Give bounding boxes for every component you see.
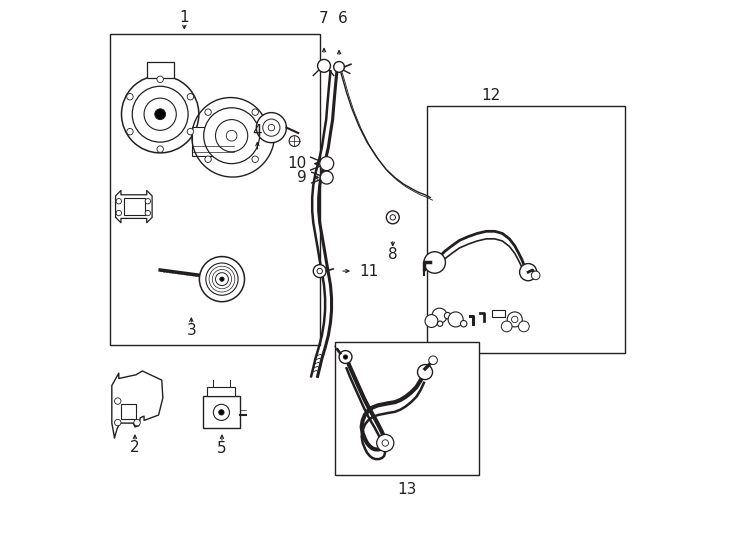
Circle shape [437, 321, 443, 326]
Circle shape [429, 356, 437, 364]
Circle shape [263, 119, 280, 136]
Circle shape [382, 440, 388, 446]
Circle shape [132, 86, 188, 142]
Text: 7: 7 [319, 11, 329, 26]
Bar [147, 62, 174, 78]
Text: 12: 12 [481, 88, 500, 103]
Circle shape [520, 264, 537, 281]
Circle shape [127, 93, 133, 100]
Circle shape [377, 434, 394, 451]
Circle shape [432, 308, 447, 323]
Circle shape [203, 108, 260, 164]
Text: 10: 10 [288, 156, 307, 171]
Circle shape [252, 156, 258, 163]
Bar [335, 342, 479, 475]
Bar [110, 33, 320, 345]
Circle shape [134, 420, 140, 426]
Circle shape [214, 404, 230, 421]
Circle shape [200, 256, 244, 302]
Circle shape [444, 313, 451, 319]
Text: 8: 8 [388, 247, 398, 262]
Text: 4: 4 [252, 124, 262, 139]
Circle shape [320, 157, 334, 171]
Text: 6: 6 [338, 11, 348, 26]
Text: 3: 3 [186, 323, 196, 338]
Circle shape [390, 215, 396, 220]
Text: 13: 13 [397, 482, 416, 497]
Circle shape [216, 119, 248, 152]
Circle shape [116, 199, 122, 204]
Circle shape [157, 76, 164, 83]
Circle shape [448, 312, 463, 327]
Bar [192, 126, 234, 156]
Circle shape [424, 252, 446, 273]
Circle shape [145, 211, 150, 216]
Circle shape [386, 211, 399, 224]
Circle shape [226, 130, 237, 141]
Circle shape [507, 312, 523, 327]
Bar [203, 396, 240, 428]
Bar [492, 310, 504, 318]
Circle shape [155, 109, 166, 119]
Circle shape [289, 136, 300, 146]
Circle shape [344, 355, 348, 359]
Bar [208, 387, 236, 396]
Circle shape [127, 129, 133, 135]
Circle shape [157, 146, 164, 152]
Circle shape [256, 113, 286, 143]
Circle shape [418, 364, 432, 380]
Circle shape [219, 277, 224, 281]
Circle shape [187, 129, 194, 135]
Circle shape [122, 76, 199, 153]
Bar [427, 106, 625, 353]
Circle shape [460, 321, 467, 327]
Text: 9: 9 [297, 170, 307, 185]
Circle shape [531, 271, 540, 280]
Circle shape [268, 124, 275, 131]
Circle shape [115, 398, 121, 404]
Circle shape [334, 62, 344, 72]
Circle shape [219, 410, 224, 415]
Circle shape [116, 211, 122, 216]
Circle shape [205, 109, 211, 116]
Bar [121, 404, 136, 420]
Text: 1: 1 [180, 10, 189, 25]
Circle shape [252, 109, 258, 116]
Circle shape [425, 315, 438, 327]
Circle shape [518, 321, 529, 332]
Bar [124, 198, 145, 215]
Text: 11: 11 [360, 264, 379, 279]
Circle shape [205, 156, 211, 163]
Text: 2: 2 [130, 440, 139, 455]
Circle shape [339, 350, 352, 363]
Circle shape [187, 93, 194, 100]
Circle shape [144, 98, 176, 130]
Circle shape [206, 263, 238, 295]
Circle shape [501, 321, 512, 332]
Circle shape [313, 265, 326, 278]
Circle shape [318, 59, 330, 72]
Circle shape [145, 199, 150, 204]
Circle shape [320, 171, 333, 184]
Circle shape [317, 268, 322, 274]
Circle shape [216, 273, 228, 286]
Circle shape [115, 420, 121, 426]
Text: 5: 5 [217, 441, 227, 456]
Circle shape [512, 316, 518, 322]
